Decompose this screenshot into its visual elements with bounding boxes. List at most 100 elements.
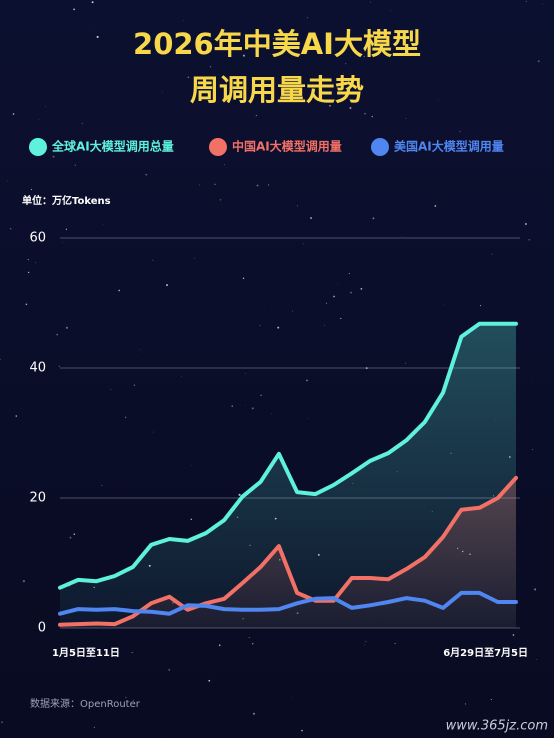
star bbox=[209, 66, 212, 68]
star bbox=[491, 253, 493, 255]
star bbox=[444, 303, 445, 305]
star bbox=[532, 449, 534, 451]
star bbox=[525, 0, 527, 2]
star bbox=[301, 729, 303, 732]
y-axis-label: 单位：万亿Tokens bbox=[22, 194, 111, 207]
star bbox=[271, 413, 272, 415]
star bbox=[199, 184, 201, 186]
star bbox=[56, 333, 59, 336]
star bbox=[310, 217, 312, 219]
star bbox=[25, 303, 28, 306]
star bbox=[535, 658, 537, 660]
legend-label: 全球AI大模型调用总量 bbox=[51, 139, 174, 154]
star bbox=[528, 239, 530, 241]
star bbox=[365, 641, 367, 643]
star bbox=[181, 376, 182, 377]
star bbox=[74, 164, 76, 166]
star bbox=[324, 325, 325, 326]
star bbox=[255, 114, 257, 117]
star bbox=[363, 55, 365, 58]
star bbox=[329, 104, 331, 107]
star bbox=[131, 651, 133, 654]
star bbox=[252, 643, 254, 645]
star bbox=[307, 418, 309, 419]
star bbox=[480, 305, 482, 307]
star bbox=[231, 405, 234, 407]
line bbox=[58, 590, 518, 616]
star bbox=[256, 184, 259, 187]
star bbox=[30, 188, 33, 191]
y-tick-label: 0 bbox=[38, 621, 46, 636]
star bbox=[345, 63, 347, 65]
star bbox=[490, 699, 492, 701]
star bbox=[22, 580, 26, 583]
star bbox=[93, 27, 94, 28]
star bbox=[110, 388, 112, 390]
star bbox=[277, 326, 280, 329]
star bbox=[371, 115, 373, 118]
star bbox=[15, 415, 18, 417]
star bbox=[190, 518, 192, 521]
star bbox=[405, 362, 407, 364]
star bbox=[187, 76, 190, 79]
star bbox=[218, 644, 221, 647]
star bbox=[81, 123, 83, 124]
star bbox=[152, 431, 154, 433]
star bbox=[73, 533, 75, 535]
star bbox=[372, 217, 375, 220]
star bbox=[7, 180, 8, 182]
star bbox=[140, 349, 141, 351]
star bbox=[251, 407, 254, 410]
star bbox=[248, 636, 250, 639]
legend-label: 美国AI大模型调用量 bbox=[394, 139, 504, 154]
star bbox=[190, 464, 192, 466]
line bbox=[58, 321, 518, 590]
star bbox=[348, 273, 350, 274]
star bbox=[389, 10, 391, 12]
star bbox=[96, 35, 99, 38]
star bbox=[242, 277, 245, 280]
chart-title: 周调用量走势 bbox=[190, 73, 364, 107]
star bbox=[62, 241, 63, 243]
star bbox=[132, 699, 134, 701]
star bbox=[35, 262, 36, 263]
star bbox=[464, 703, 467, 705]
star bbox=[350, 291, 352, 294]
star bbox=[326, 302, 327, 304]
star bbox=[306, 17, 308, 19]
star bbox=[534, 588, 537, 591]
x-tick-label: 6月29日至7月5日 bbox=[443, 647, 528, 659]
star bbox=[194, 258, 196, 259]
star bbox=[168, 669, 170, 671]
star bbox=[405, 117, 407, 119]
star bbox=[349, 107, 352, 110]
legend-marker bbox=[371, 138, 389, 156]
y-tick-label: 40 bbox=[29, 361, 46, 376]
star bbox=[252, 712, 255, 715]
star bbox=[302, 243, 304, 245]
star bbox=[214, 183, 216, 185]
area bbox=[60, 477, 516, 628]
star bbox=[512, 634, 515, 636]
star bbox=[133, 384, 136, 386]
star bbox=[273, 37, 275, 39]
star bbox=[360, 287, 363, 290]
star bbox=[292, 310, 293, 312]
star bbox=[306, 379, 308, 382]
star bbox=[537, 60, 540, 63]
star bbox=[363, 644, 365, 646]
star bbox=[268, 184, 270, 186]
star bbox=[337, 283, 339, 284]
star bbox=[125, 696, 127, 698]
star bbox=[38, 118, 40, 120]
star bbox=[91, 1, 94, 4]
y-tick-label: 20 bbox=[29, 491, 46, 506]
star bbox=[1, 721, 3, 723]
star bbox=[437, 100, 439, 102]
star bbox=[238, 493, 241, 496]
star bbox=[166, 284, 169, 287]
legend-marker bbox=[209, 138, 227, 156]
star bbox=[459, 131, 461, 133]
star bbox=[65, 326, 68, 329]
line bbox=[58, 475, 518, 627]
